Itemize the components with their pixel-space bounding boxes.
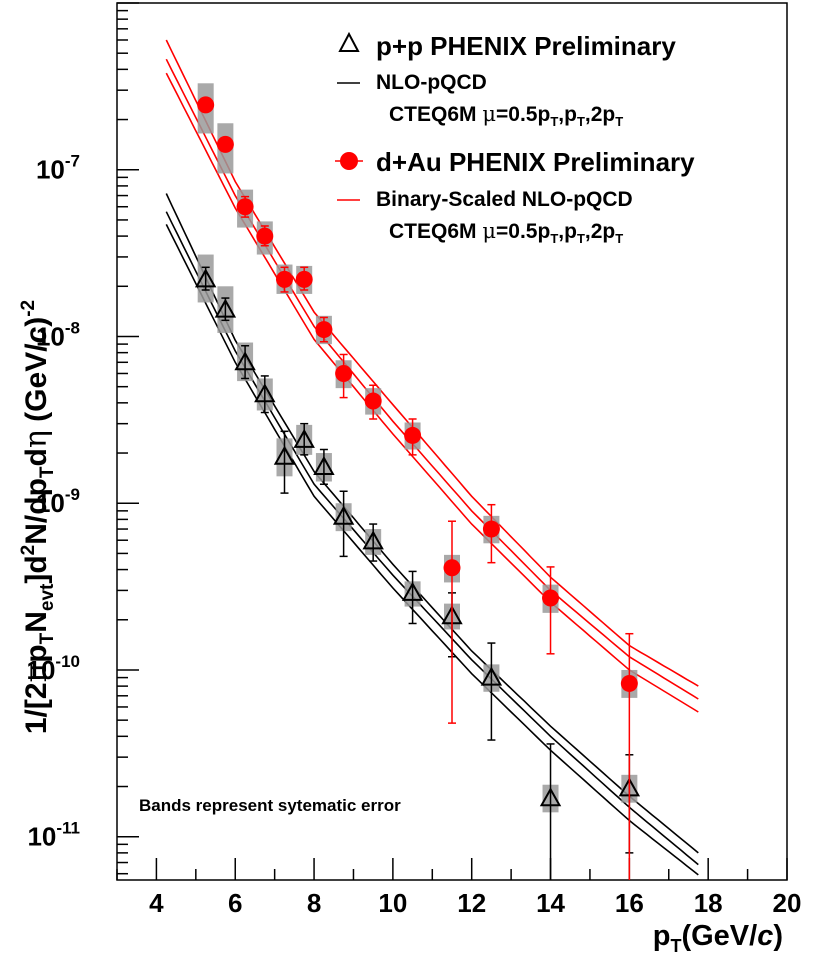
x-tick-label: 4 xyxy=(149,888,164,918)
pp-data-point xyxy=(362,530,384,550)
data-markers xyxy=(194,83,641,880)
systematic-error-annotation: Bands represent sytematic error xyxy=(139,796,401,815)
dau-data-point xyxy=(482,520,500,538)
legend-entry-dau: d+Au PHENIX Preliminary xyxy=(376,147,695,177)
dau-data-point xyxy=(404,426,422,444)
dau-data-point xyxy=(542,589,560,607)
legend-marker-open-triangle xyxy=(338,31,360,52)
pp-data-point xyxy=(234,351,256,371)
pp-data-point xyxy=(194,268,217,288)
x-tick-label: 14 xyxy=(536,888,565,918)
y-tick-label: 10-8 xyxy=(36,318,80,351)
pp-data-point xyxy=(313,455,335,475)
dau-data-point xyxy=(335,364,353,382)
y-tick-label: 10-11 xyxy=(27,819,80,852)
theory-curve xyxy=(165,72,699,713)
x-tick-label: 16 xyxy=(615,888,644,918)
dau-data-point xyxy=(620,674,638,692)
x-tick-label: 12 xyxy=(457,888,486,918)
dau-data-point xyxy=(364,392,382,410)
pp-data-point xyxy=(254,383,276,403)
theory-curve xyxy=(165,224,699,876)
x-tick-label: 18 xyxy=(694,888,723,918)
x-tick-label: 20 xyxy=(773,888,802,918)
pp-data-point xyxy=(332,505,355,525)
pp-data-point xyxy=(214,298,237,318)
pp-data-point xyxy=(401,581,424,601)
pp-data-point xyxy=(539,787,562,807)
dau-data-point xyxy=(216,135,234,153)
y-tick-label: 10-9 xyxy=(36,485,80,518)
dau-data-point xyxy=(236,198,254,216)
x-tick-label: 8 xyxy=(307,888,321,918)
legend-entry-pp: p+p PHENIX Preliminary xyxy=(376,31,676,61)
pp-data-point xyxy=(293,428,315,448)
legend-entry-cteq-red: CTEQ6M μ=0.5pT,pT,2pT xyxy=(389,219,623,246)
tick-labels: 4 6 8 10 12 14 16 18 20 10-11 10-10 10-9 10-8 10-7 xyxy=(27,152,802,918)
y-axis-label: 1/[2πpTNevt]d2N/dpTdη (GeV/c)-2 xyxy=(18,300,58,734)
dau-data-point xyxy=(276,270,293,288)
dau-data-point xyxy=(197,96,215,114)
plot-frame xyxy=(116,2,788,881)
y-tick-label: 10-7 xyxy=(36,152,80,185)
legend-entry-cteq-black: CTEQ6M μ=0.5pT,pT,2pT xyxy=(389,102,623,129)
dau-data-point xyxy=(295,270,313,288)
x-tick-label: 6 xyxy=(228,888,242,918)
legend: p+p PHENIX Preliminary NLO-pQCD CTEQ6M μ… xyxy=(335,31,695,246)
pp-data-point xyxy=(480,666,503,686)
pp-data-point xyxy=(273,445,296,465)
x-axis-label: pT(GeV/c) xyxy=(653,920,783,956)
dau-data-point xyxy=(443,559,461,577)
x-tick-label: 10 xyxy=(378,888,407,918)
dau-data-point xyxy=(315,321,333,339)
y-tick-label: 10-10 xyxy=(27,652,81,685)
dau-data-point xyxy=(256,227,274,245)
legend-entry-binary: Binary-Scaled NLO-pQCD xyxy=(376,188,633,211)
legend-entry-nlo: NLO-pQCD xyxy=(376,71,487,94)
